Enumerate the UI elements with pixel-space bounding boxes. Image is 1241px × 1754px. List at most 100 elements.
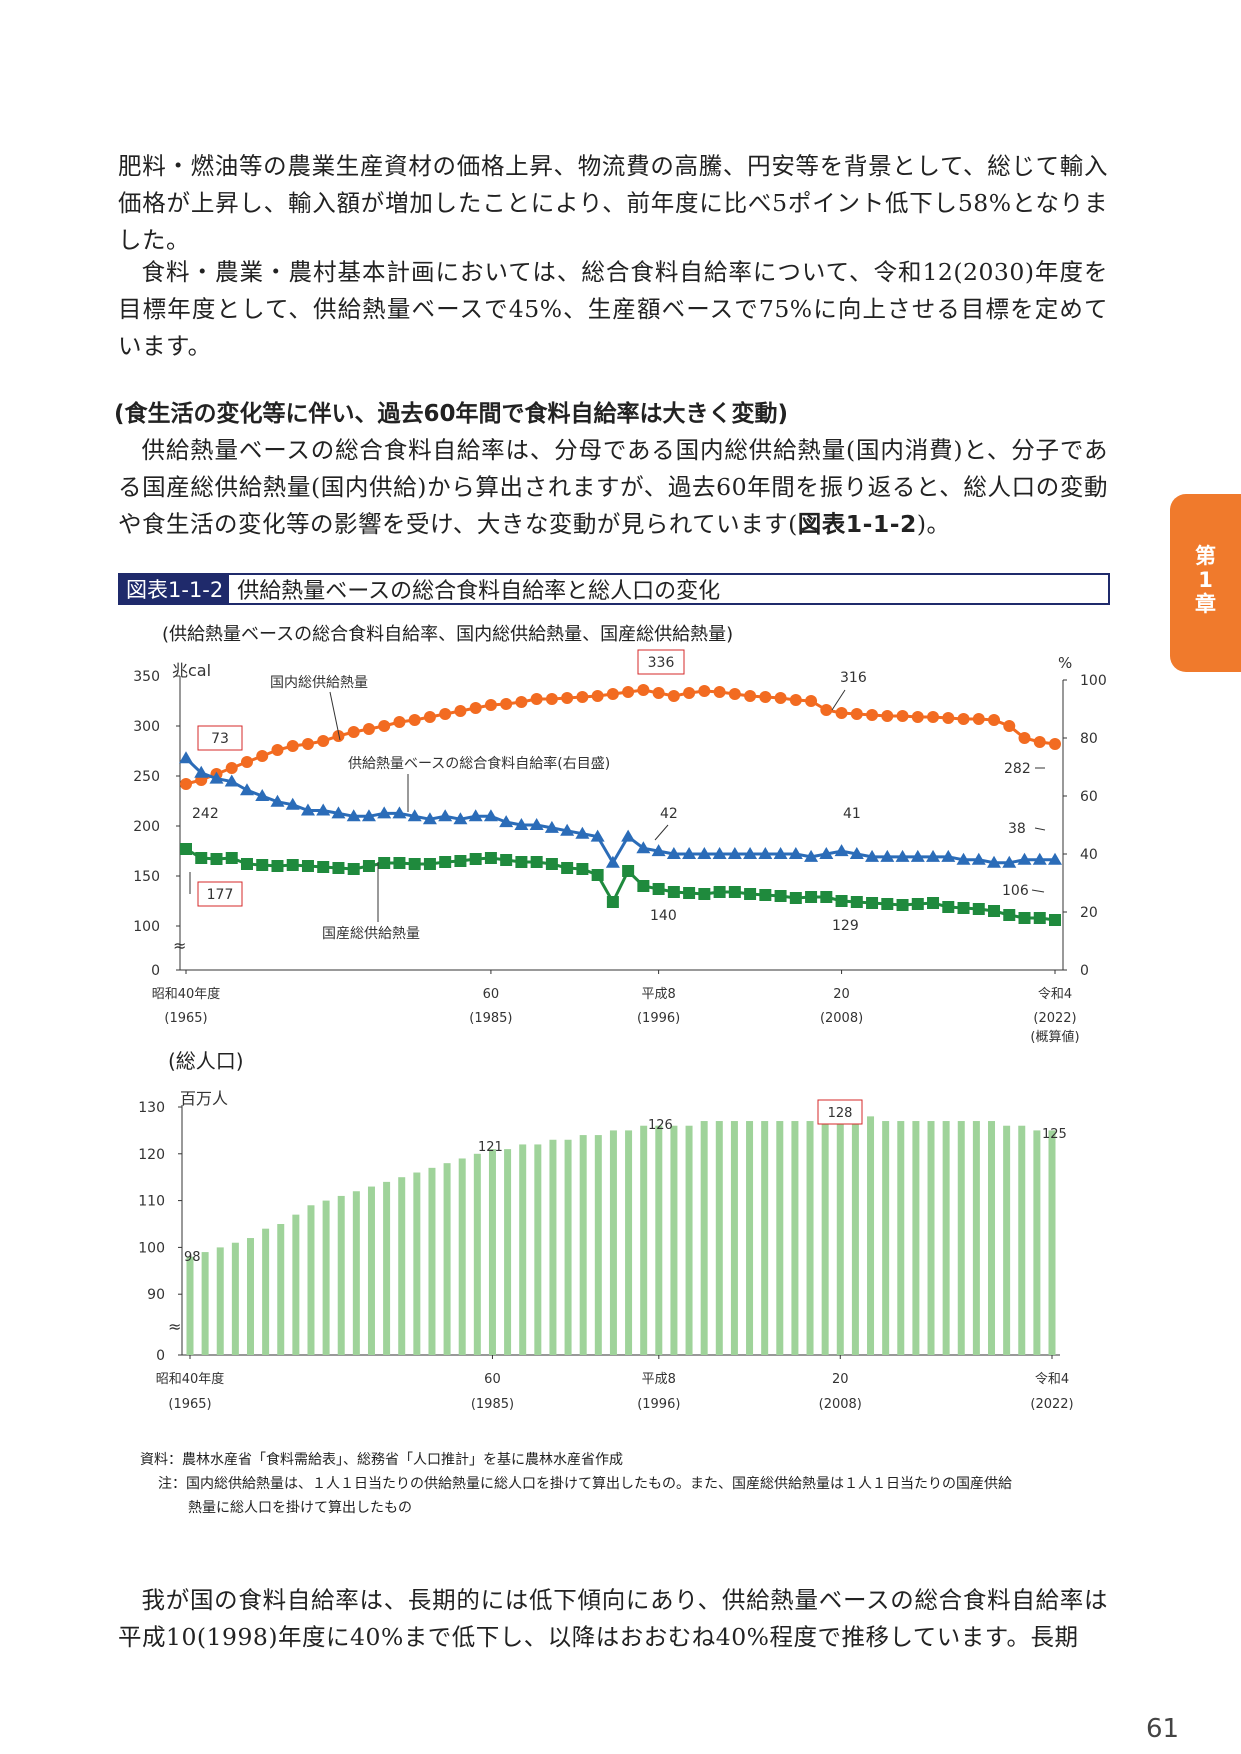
figure-title: 供給熱量ベースの総合食料自給率と総人口の変化 (237, 579, 721, 604)
domestic-production-point (210, 853, 223, 865)
population-bar (579, 1135, 587, 1355)
population-bar (488, 1149, 496, 1355)
label-domestic-production: 国産総供給熱量 (322, 926, 420, 942)
x-tick-year: (2008) (820, 1011, 863, 1026)
domestic-supply-point (530, 693, 543, 705)
annotation-2008-rate: 41 (843, 806, 861, 822)
series-line-2 (185, 847, 1056, 922)
population-bar (897, 1121, 905, 1355)
domestic-production-point (332, 862, 345, 874)
section-paragraph: 供給熱量ベースの総合食料自給率は、分母である国内総供給熱量(国内消費)と、分子で… (118, 432, 1108, 543)
domestic-production-point (972, 903, 985, 915)
population-bar (655, 1125, 663, 1355)
self-sufficiency-point (788, 847, 803, 859)
domestic-production-point (759, 889, 772, 901)
chapter-tab-char: 章 (1195, 592, 1216, 616)
domestic-production-point (362, 860, 375, 872)
annotation-1996-rate: 42 (660, 806, 678, 822)
domestic-supply-point (561, 692, 574, 704)
right-tick-label: 100 (1080, 673, 1107, 689)
self-sufficiency-point (438, 809, 453, 822)
self-sufficiency-point (453, 812, 468, 825)
domestic-supply-point (332, 730, 345, 742)
domestic-supply-point (1018, 732, 1031, 744)
section-paragraph-end: )。 (916, 510, 951, 538)
domestic-supply-point (484, 699, 497, 711)
self-sufficiency-point (483, 809, 498, 822)
domestic-supply-point (423, 711, 436, 723)
self-sufficiency-point (971, 852, 986, 865)
chapter-tab[interactable]: 第 1 章 (1170, 494, 1241, 672)
population-bar (746, 1121, 754, 1355)
population-bar (519, 1144, 527, 1355)
intro-paragraph: 肥料・燃油等の農業生産資材の価格上昇、物流費の高騰、円安等を背景として、総じて輸… (118, 152, 1108, 254)
self-sufficiency-point (666, 847, 681, 859)
domestic-production-point (195, 852, 208, 864)
domestic-production-point (576, 863, 589, 875)
leader-line (1031, 889, 1045, 893)
population-bar (988, 1121, 996, 1355)
population-bar (715, 1121, 723, 1355)
domestic-production-point (180, 843, 192, 855)
left-tick-label: 300 (133, 719, 160, 735)
chapter-tab-number: 1 (1198, 568, 1213, 592)
domestic-production-point (896, 899, 909, 911)
domestic-supply-point (774, 692, 787, 704)
self-sufficiency-point (377, 806, 392, 819)
population-bar (398, 1177, 406, 1355)
x-tick-year: (1985) (469, 1011, 512, 1026)
self-sufficiency-point (179, 751, 193, 764)
source-note: 資料：農林水産省「食料需給表」、総務省「人口推計」を基に農林水産省作成 (140, 1452, 623, 1468)
population-bar (867, 1116, 875, 1355)
domestic-supply-point (317, 735, 330, 747)
population-bar (942, 1121, 950, 1355)
self-sufficiency-point (727, 847, 742, 859)
series-line-1 (184, 757, 1055, 866)
population-bar (625, 1130, 633, 1355)
population-bar (307, 1205, 315, 1355)
self-sufficiency-point (1002, 855, 1017, 868)
self-sufficiency-point (468, 809, 483, 822)
population-bar (1003, 1125, 1011, 1355)
domestic-production-point (637, 880, 650, 892)
domestic-supply-point (271, 744, 284, 756)
domestic-production-point (469, 853, 482, 865)
domestic-supply-point (911, 711, 924, 723)
right-tick-label: 0 (1080, 963, 1089, 979)
population-bar (534, 1144, 542, 1355)
domestic-production-point (683, 887, 696, 899)
population-bar (640, 1125, 648, 1355)
self-sufficiency-point (270, 794, 285, 807)
domestic-supply-point (454, 705, 467, 717)
population-bar (186, 1256, 194, 1355)
population-bar (594, 1135, 602, 1355)
x-tick-note: (概算値) (1030, 1029, 1079, 1045)
x-tick-label: 20 (832, 1372, 849, 1387)
y-tick-label: 90 (147, 1287, 165, 1303)
y-tick-label: 120 (138, 1147, 165, 1163)
self-sufficiency-point (1017, 852, 1032, 865)
population-bar (700, 1121, 708, 1355)
domestic-production-point (561, 862, 574, 874)
domestic-supply-point (957, 713, 970, 725)
figure-title-bar: 図表1-1-2 供給熱量ベースの総合食料自給率と総人口の変化 (118, 573, 1110, 605)
domestic-production-point (805, 891, 818, 903)
domestic-production-point (454, 855, 467, 867)
domestic-supply-point (301, 738, 314, 750)
figure-reference-link[interactable]: 図表1-1-2 (797, 510, 917, 538)
population-bar (383, 1181, 391, 1355)
self-sufficiency-point (300, 803, 315, 816)
self-sufficiency-point (773, 847, 788, 859)
population-bar (322, 1200, 330, 1355)
population-bar (564, 1139, 572, 1355)
domestic-supply-point (835, 707, 848, 719)
domestic-production-point (881, 898, 894, 910)
population-bar (851, 1116, 859, 1355)
domestic-production-point (789, 892, 802, 904)
domestic-supply-point (759, 691, 772, 703)
domestic-production-point (774, 890, 787, 902)
population-bar (443, 1163, 451, 1355)
x-tick-label: 20 (833, 987, 850, 1002)
domestic-production-point (408, 858, 421, 870)
population-bar (216, 1247, 224, 1355)
